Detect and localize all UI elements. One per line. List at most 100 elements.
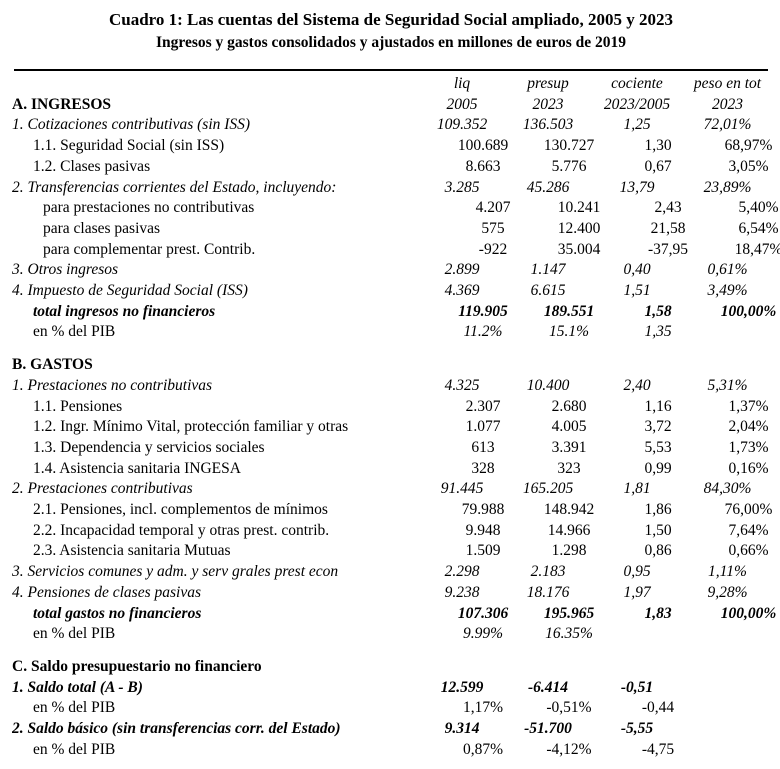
col-header-liq: liq [453, 75, 471, 92]
table-row: 1.1. Pensiones 2.307 2.680 1,16 1,37% [12, 397, 770, 418]
row-label: 2.2. Incapacidad temporal y otras prest.… [33, 521, 330, 539]
row-label: 3. Otros ingresos [12, 261, 119, 279]
row-label: 1.4. Asistencia sanitaria INGESA [33, 459, 241, 477]
cell-value: 107.306 [457, 604, 509, 622]
table-row: 2. Prestaciones contributivas 91.445 165.2… [12, 479, 770, 500]
table-row: 2. Transferencias corrientes del Estado,… [12, 178, 770, 199]
cell-value: 328 [471, 459, 495, 477]
cell-value: -4,12% [546, 740, 592, 758]
table-row: total ingresos no financieros 119.905 189.… [12, 302, 776, 323]
table-row: total gastos no financieros 107.306 195.96… [12, 604, 776, 625]
cell-value: 4.207 [475, 199, 511, 217]
table-row: 2.3. Asistencia sanitaria Mutuas 1.509 1.2… [12, 541, 770, 562]
cell-value: 1,81 [623, 480, 651, 498]
cell-value: 12.599 [440, 678, 484, 696]
cell-value: -51.700 [524, 720, 572, 738]
cell-value: 2.899 [444, 261, 480, 279]
cell-value: 1,73% [728, 438, 769, 456]
table-row: 2.1. Pensiones, incl. complementos de mí… [12, 500, 772, 521]
cell-value: 18,47% [734, 240, 780, 258]
cell-value: -0,51% [546, 699, 592, 717]
cell-value: 68,97% [724, 137, 773, 155]
row-label: 1. Cotizaciones contributivas (sin ISS) [12, 116, 251, 134]
table-row: 1. Cotizaciones contributivas (sin ISS) 1… [12, 115, 770, 136]
cell-value: 1,83 [644, 604, 672, 622]
cell-value: -5,55 [620, 720, 654, 738]
cell-value: -4,75 [641, 740, 675, 758]
row-label: en % del PIB [33, 625, 116, 643]
cell-value: 9.948 [465, 521, 501, 539]
table-row: 2.2. Incapacidad temporal y otras prest.… [12, 521, 770, 542]
row-label: 1. Saldo total (A - B) [12, 678, 143, 696]
table-row: 2. Saldo básico (sin transferencias corr… [12, 719, 770, 740]
cell-value: 1,30 [644, 137, 672, 155]
cell-value: 4.369 [444, 282, 480, 300]
cell-value: 10.241 [557, 199, 601, 217]
row-label: 1.1. Seguridad Social (sin ISS) [33, 137, 225, 155]
row-label: 1.1. Pensiones [33, 397, 123, 415]
cell-value: 1,11% [708, 563, 747, 581]
cell-value: 100,00% [720, 302, 777, 320]
cell-value: 6,54% [738, 219, 779, 237]
cell-value: 5,53 [644, 438, 672, 456]
table-row: para clases pasivas 575 12.400 21,58 6,54% [12, 219, 779, 240]
row-label: 2. Prestaciones contributivas [12, 480, 193, 498]
cell-value: -922 [478, 240, 508, 258]
top-rule [14, 69, 768, 71]
col-ratio-label: 2023/2005 [603, 95, 671, 113]
row-label: 4. Impuesto de Seguridad Social (ISS) [12, 282, 248, 300]
cell-value: 0,66% [728, 542, 769, 560]
cell-value: 1,97 [623, 583, 651, 601]
cell-value: 3.285 [444, 178, 480, 196]
cell-value: 2.298 [444, 563, 480, 581]
cell-value: 136.503 [522, 116, 574, 134]
cell-value: 575 [481, 219, 505, 237]
cell-value: 35.004 [557, 240, 601, 258]
cell-value: 3.391 [551, 438, 587, 456]
cell-value: 0,95 [623, 563, 651, 581]
table-row: en % del PIB 11.2% 15.1% 1,35 [12, 322, 770, 343]
cell-value: 79.988 [461, 501, 505, 519]
cell-value: 18.176 [526, 583, 570, 601]
row-label: 2. Transferencias corrientes del Estado,… [12, 178, 337, 196]
row-label: en % del PIB [33, 323, 116, 341]
table-row: 3. Otros ingresos 2.899 1.147 0,40 0,61% [12, 260, 770, 281]
cell-value: 4.005 [551, 418, 587, 436]
cell-value: 1.509 [465, 542, 501, 560]
cell-value: -0,51 [620, 678, 654, 696]
cell-value: 195.965 [543, 604, 595, 622]
cell-value: 6.615 [530, 282, 566, 300]
cell-value: -6.414 [527, 678, 569, 696]
cell-value: 100,00% [720, 604, 777, 622]
cell-value: 148.942 [543, 501, 595, 519]
cell-value: 0,87% [462, 740, 504, 758]
row-label: para complementar prest. Contrib. [43, 240, 256, 258]
cell-value: 9.238 [444, 583, 480, 601]
cell-value: 2,40 [623, 376, 651, 394]
row-label: B. GASTOS [12, 356, 93, 374]
row-label: C. Saldo presupuestario no financiero [12, 657, 262, 675]
cell-value: 4.325 [444, 376, 480, 394]
table-row: 1.4. Asistencia sanitaria INGESA 328 323 0,… [12, 459, 770, 480]
header-row-years: A. INGRESOS 2005 2023 2023/2005 2023 [12, 95, 770, 116]
row-label: total ingresos no financieros [33, 302, 216, 320]
cell-value: 1,50 [644, 521, 672, 539]
cell-value: 0,99 [644, 459, 672, 477]
col-header-cociente: cociente [611, 75, 663, 92]
cell-value: 5,40% [738, 199, 779, 217]
cell-value: 7,64% [728, 521, 769, 539]
table-row: 1.2. Clases pasivas 8.663 5.776 0,67 3,05% [12, 157, 770, 178]
cell-value: 1,58 [644, 302, 672, 320]
cell-value: 2.680 [551, 397, 587, 415]
cell-value: -0,44 [641, 699, 675, 717]
row-label: total gastos no financieros [33, 604, 202, 622]
cell-value: 72,01% [703, 116, 752, 134]
cell-value: 9.314 [444, 720, 480, 738]
cell-value: 16.35% [545, 625, 593, 643]
cell-value: 3,49% [707, 282, 748, 300]
row-label: 1.2. Clases pasivas [33, 157, 151, 175]
cell-value: 11.2% [463, 323, 503, 341]
cell-value: 1,17% [462, 699, 504, 717]
cell-value: 91.445 [440, 480, 484, 498]
table-title: Cuadro 1: Las cuentas del Sistema de Seg… [108, 10, 674, 29]
